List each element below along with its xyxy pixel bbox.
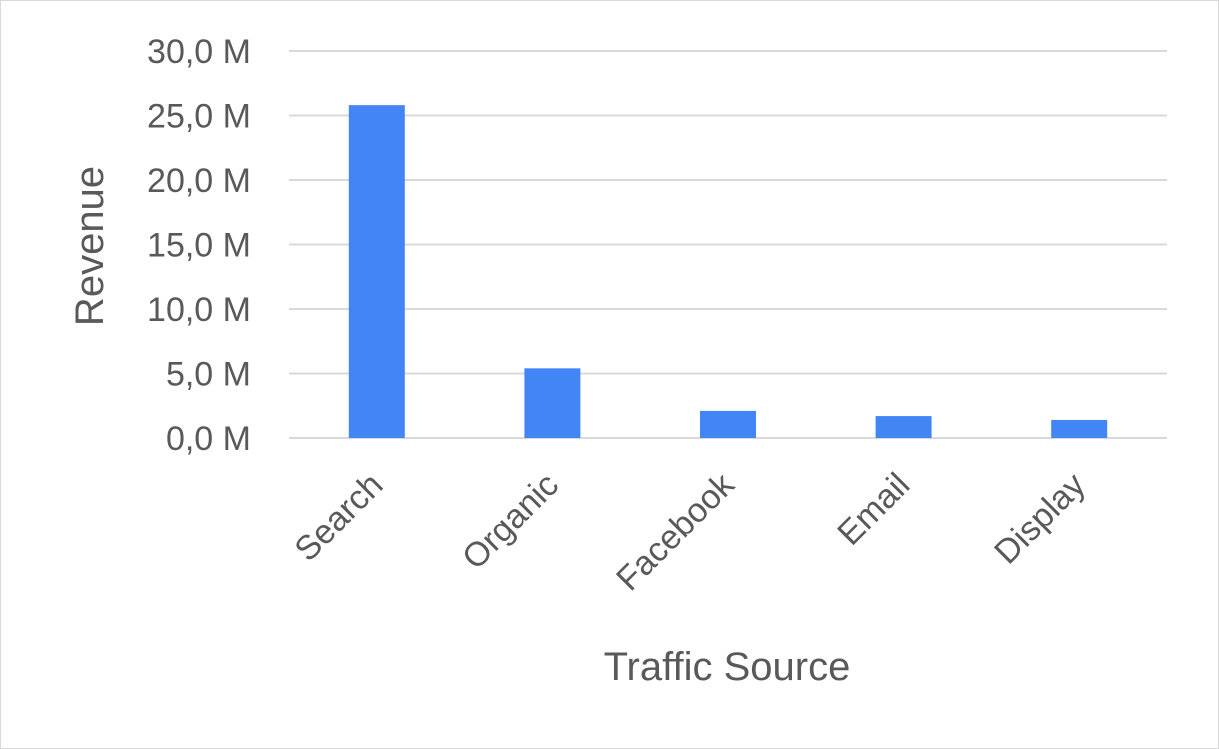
y-tick-label: 0,0 M — [166, 420, 251, 458]
y-tick-label: 5,0 M — [166, 356, 251, 394]
gridlines — [289, 50, 1167, 439]
x-tick-label: Email — [830, 466, 917, 553]
y-axis-title: Revenue — [68, 166, 112, 326]
y-tick-label: 25,0 M — [147, 98, 251, 136]
x-axis-title: Traffic Source — [604, 645, 851, 689]
x-tick-label: Display — [987, 466, 1093, 572]
bars — [348, 105, 1108, 439]
y-tick-label: 20,0 M — [147, 162, 251, 200]
y-tick-label: 10,0 M — [147, 291, 251, 329]
bar-email — [875, 416, 932, 438]
x-tick-label: Facebook — [609, 465, 742, 598]
x-axis-category-labels: Search Organic Facebook Email Display — [287, 465, 1092, 598]
bar-search — [348, 105, 405, 439]
y-axis-tick-labels: 0,0 M 5,0 M 10,0 M 15,0 M 20,0 M 25,0 M 30,0 M — [147, 33, 251, 458]
bar-facebook — [700, 410, 756, 438]
y-tick-label: 15,0 M — [147, 227, 251, 265]
bar-organic — [524, 368, 581, 438]
x-tick-label: Organic — [455, 466, 566, 577]
bar-display — [1051, 419, 1108, 438]
y-tick-label: 30,0 M — [147, 33, 251, 71]
x-tick-label: Search — [287, 466, 390, 569]
